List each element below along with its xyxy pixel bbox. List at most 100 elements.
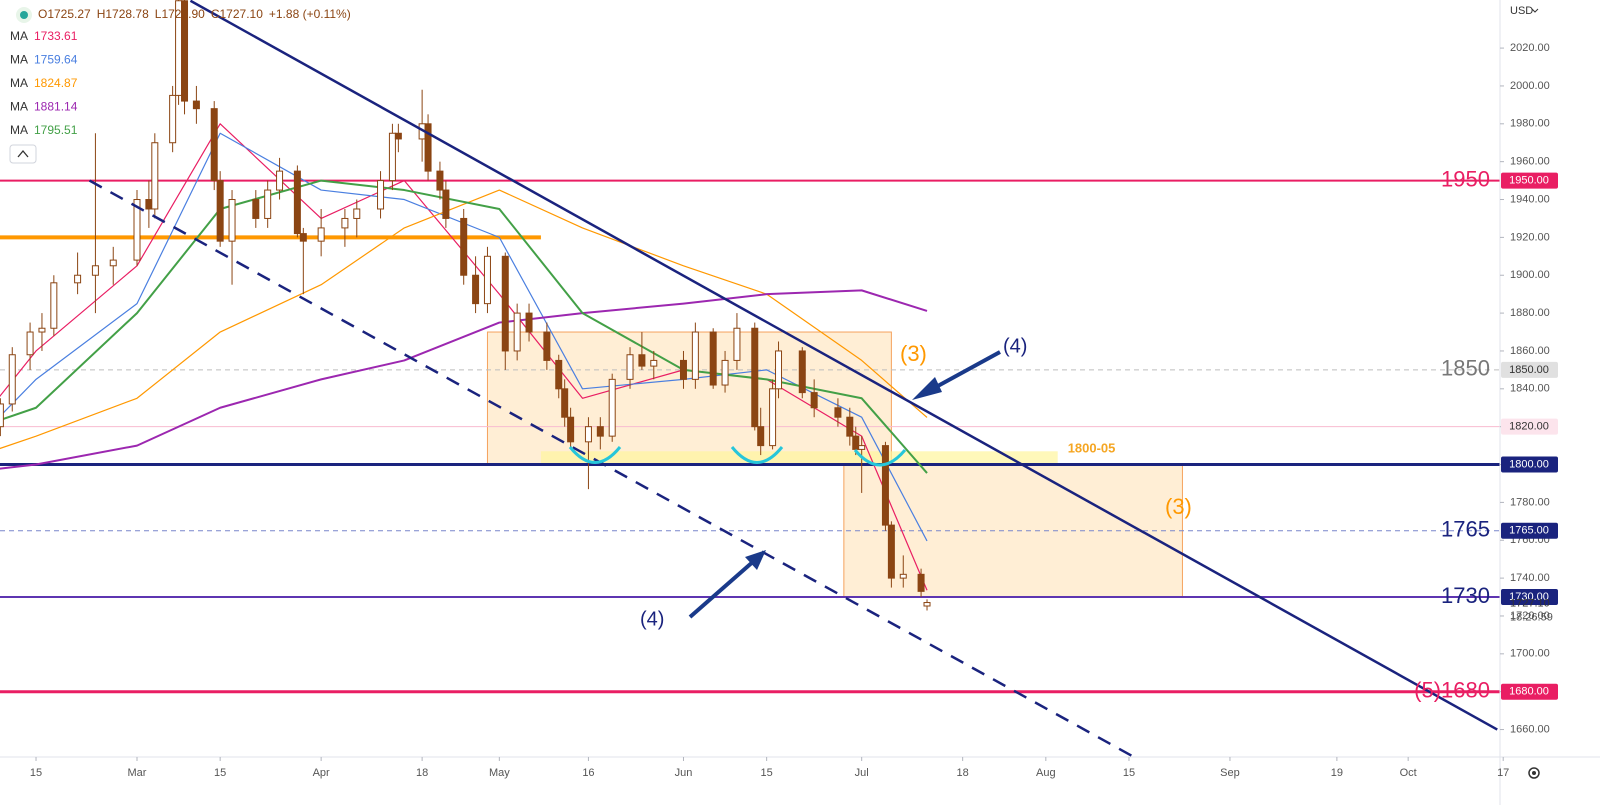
x-tick-label: Aug xyxy=(1036,767,1056,779)
candle-body xyxy=(38,327,46,333)
price-tag xyxy=(1501,418,1558,435)
price-tag xyxy=(1501,361,1558,378)
price-tag-label: 1730.00 xyxy=(1509,591,1549,603)
x-tick-label: Jun xyxy=(675,767,693,779)
moving-average xyxy=(0,179,928,474)
candle-body xyxy=(775,350,783,390)
candle-body xyxy=(299,233,307,242)
candle-body xyxy=(341,217,349,229)
last-price: 1727.10 xyxy=(1510,597,1550,609)
candle-body xyxy=(181,0,189,102)
y-tick-label: 1720.00 xyxy=(1510,610,1550,622)
price-tag xyxy=(1501,456,1558,473)
price-tag-label: 1950.00 xyxy=(1509,174,1549,186)
candle-body xyxy=(388,132,396,182)
arc xyxy=(730,446,784,464)
candle-body xyxy=(394,132,402,140)
price-tag-label: 1680.00 xyxy=(1509,686,1549,698)
candle-body xyxy=(460,217,468,276)
candle-body xyxy=(567,416,575,443)
y-tick-label: 1780.00 xyxy=(1510,496,1550,508)
annotation: (3) xyxy=(1165,494,1192,519)
candle-body xyxy=(757,426,765,447)
candle-body xyxy=(626,354,634,380)
y-tick-label: 1960.00 xyxy=(1510,156,1550,168)
currency[interactable]: USD xyxy=(1510,5,1533,17)
price-tag xyxy=(1501,683,1558,700)
ohlc-value: +1.88 (+0.11%) xyxy=(269,7,351,21)
countdown: 18:26:59 xyxy=(1510,611,1553,623)
candle-body xyxy=(436,170,444,191)
price-tag xyxy=(1501,522,1558,539)
y-tick-label: 1920.00 xyxy=(1510,231,1550,243)
currency-caret xyxy=(1531,8,1539,13)
x-tick-label: Apr xyxy=(313,767,330,779)
y-tick-label: 1660.00 xyxy=(1510,723,1550,735)
candle-body xyxy=(26,331,34,356)
band-label: 1800-05 xyxy=(1068,441,1116,456)
y-tick-label: 1840.00 xyxy=(1510,383,1550,395)
x-tick-label: 16 xyxy=(582,767,594,779)
legend-value: 1733.61 xyxy=(34,29,78,43)
x-tick-label: 18 xyxy=(957,767,969,779)
candle-body xyxy=(721,359,729,386)
level-label: (5)1680 xyxy=(1414,678,1490,703)
y-tick-label: 2020.00 xyxy=(1510,42,1550,54)
annotation: (4) xyxy=(1003,335,1027,357)
arc xyxy=(568,446,622,464)
candle-body xyxy=(608,378,616,437)
legend-name: MA xyxy=(10,100,28,114)
arc xyxy=(853,449,907,467)
candle-body xyxy=(483,255,491,305)
candle-body xyxy=(74,274,82,284)
moving-average xyxy=(0,289,928,470)
legend-name: MA xyxy=(10,76,28,90)
band xyxy=(540,451,1058,465)
candle-body xyxy=(852,435,860,450)
x-tick-label: 15 xyxy=(214,767,226,779)
ohlc-value: C1727.10 xyxy=(211,7,263,21)
x-tick-label: Mar xyxy=(128,767,147,779)
moving-average xyxy=(0,123,928,591)
legend-value: 1881.14 xyxy=(34,100,78,114)
candle-body xyxy=(923,602,931,607)
x-tick-label: Oct xyxy=(1400,767,1417,779)
moving-average xyxy=(0,132,928,542)
legend-name: MA xyxy=(10,29,28,43)
legend-name: MA xyxy=(10,123,28,137)
x-tick-label: 15 xyxy=(761,767,773,779)
candle-body xyxy=(192,100,200,110)
settings-icon[interactable] xyxy=(1528,767,1540,779)
candle-body xyxy=(8,354,16,405)
trendline xyxy=(189,0,1498,731)
gear-center xyxy=(1532,771,1536,775)
price-tag-label: 1800.00 xyxy=(1509,458,1549,470)
ma-legend: MA 1733.61 MA 1759.64 MA 1824.87 MA 1881.14 MA 17… xyxy=(10,29,78,137)
x-tick-label: May xyxy=(489,767,510,779)
candle-body xyxy=(169,94,177,144)
x-tick-label: Sep xyxy=(1220,767,1240,779)
price-tag-label: 1820.00 xyxy=(1509,421,1549,433)
y-tick-label: 2000.00 xyxy=(1510,80,1550,92)
ohlc-value: L1722.90 xyxy=(155,7,205,21)
level-label: 1950 xyxy=(1441,166,1490,191)
price-tag-label: 1850.00 xyxy=(1509,364,1549,376)
ohlc-value: O1725.27 xyxy=(38,7,91,21)
x-tick-label: 15 xyxy=(30,767,42,779)
collapse-button[interactable] xyxy=(9,144,37,164)
annotation: (4) xyxy=(640,608,664,630)
candle-body xyxy=(709,331,717,386)
overlay: (3) (3) (4) (4) xyxy=(568,335,1192,630)
candle-body xyxy=(691,331,699,380)
candle-body xyxy=(442,189,450,219)
level-label: 1765 xyxy=(1441,517,1490,542)
candle-body xyxy=(543,331,551,361)
candle-body xyxy=(50,282,58,329)
candle-body xyxy=(264,189,272,219)
candle-body xyxy=(525,312,533,333)
x-tick-label: 17 xyxy=(1497,767,1509,779)
legend-name: MA xyxy=(10,53,28,67)
candle-body xyxy=(561,388,569,418)
x-tick-label: 15 xyxy=(1123,767,1135,779)
